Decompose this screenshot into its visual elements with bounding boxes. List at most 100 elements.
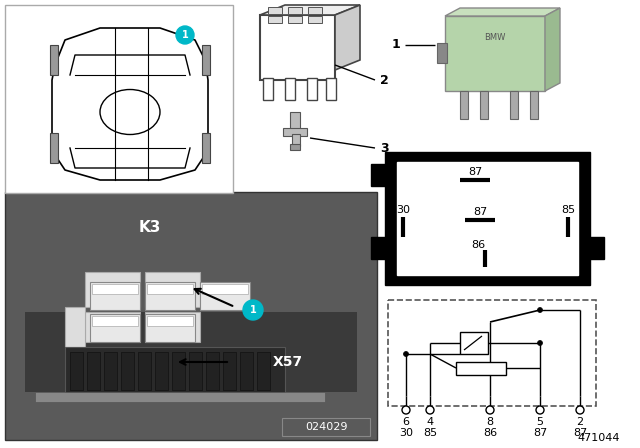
Bar [460, 91, 468, 119]
Bar [460, 332, 488, 354]
Text: 4: 4 [426, 417, 433, 427]
Bar [172, 352, 185, 390]
Text: 87: 87 [533, 428, 547, 438]
Bar [307, 78, 317, 100]
Bar [282, 418, 370, 436]
Bar [50, 45, 58, 75]
Bar [437, 43, 447, 63]
Text: 6: 6 [403, 417, 410, 427]
Bar [104, 352, 117, 390]
Text: K3: K3 [139, 220, 161, 234]
Text: 3: 3 [380, 142, 388, 155]
Circle shape [176, 26, 194, 44]
Bar [371, 164, 387, 186]
Bar [121, 352, 134, 390]
Bar [5, 192, 377, 440]
Circle shape [403, 352, 408, 357]
Text: 024029: 024029 [305, 422, 348, 432]
Bar [92, 284, 138, 294]
Bar [90, 314, 140, 342]
Bar [25, 312, 357, 392]
Bar [388, 300, 596, 406]
Circle shape [243, 300, 263, 320]
Text: 87: 87 [473, 207, 487, 217]
Bar [50, 133, 58, 163]
Bar [292, 134, 300, 146]
Bar [189, 352, 202, 390]
Text: X57: X57 [273, 355, 303, 369]
Polygon shape [35, 392, 325, 402]
Bar [145, 314, 195, 342]
Bar [283, 128, 307, 136]
Bar [268, 7, 282, 14]
Bar [288, 7, 302, 14]
Bar [90, 282, 140, 310]
Text: 2: 2 [577, 417, 584, 427]
Text: 87: 87 [468, 167, 482, 177]
Bar [145, 282, 195, 310]
Bar [385, 152, 590, 285]
Bar [65, 307, 85, 347]
Text: 30: 30 [396, 205, 410, 215]
Text: 2: 2 [380, 73, 388, 86]
Bar [510, 91, 518, 119]
Text: 86: 86 [483, 428, 497, 438]
Bar [202, 133, 210, 163]
Polygon shape [335, 5, 360, 70]
Polygon shape [445, 8, 560, 16]
Bar [240, 352, 253, 390]
Bar [456, 362, 506, 375]
Bar [145, 312, 200, 342]
Text: 30: 30 [399, 428, 413, 438]
Bar [85, 272, 140, 307]
Bar [257, 352, 270, 390]
Bar [147, 284, 193, 294]
Bar [480, 91, 488, 119]
Circle shape [576, 406, 584, 414]
Bar [202, 284, 248, 294]
Bar [155, 352, 168, 390]
Circle shape [538, 340, 543, 345]
Bar [288, 16, 302, 23]
Bar [290, 112, 300, 132]
Bar [308, 16, 322, 23]
Bar [87, 352, 100, 390]
Bar [85, 312, 140, 342]
Circle shape [426, 406, 434, 414]
Text: BMW: BMW [484, 34, 506, 43]
Bar [147, 316, 193, 326]
Bar [268, 16, 282, 23]
Text: 1: 1 [391, 39, 400, 52]
Text: 8: 8 [486, 417, 493, 427]
Bar [145, 272, 200, 307]
Bar [5, 5, 233, 193]
Polygon shape [545, 8, 560, 91]
Bar [138, 352, 151, 390]
Text: 85: 85 [423, 428, 437, 438]
Bar [326, 78, 336, 100]
Circle shape [536, 406, 544, 414]
Bar [397, 162, 578, 275]
Text: 5: 5 [536, 417, 543, 427]
Bar [200, 282, 250, 310]
Bar [308, 7, 322, 14]
Circle shape [538, 307, 543, 313]
Circle shape [486, 406, 494, 414]
Bar [223, 352, 236, 390]
Circle shape [402, 406, 410, 414]
Bar [588, 237, 604, 259]
Bar [388, 300, 596, 406]
Text: 1: 1 [250, 305, 257, 315]
Bar [92, 316, 138, 326]
Bar [530, 91, 538, 119]
Polygon shape [260, 5, 360, 15]
Text: 1: 1 [182, 30, 188, 40]
Text: 85: 85 [561, 205, 575, 215]
Bar [70, 352, 83, 390]
Bar [285, 78, 295, 100]
Text: 86: 86 [471, 240, 485, 250]
Bar [445, 16, 545, 91]
Bar [202, 45, 210, 75]
Bar [263, 78, 273, 100]
Text: 87: 87 [573, 428, 587, 438]
